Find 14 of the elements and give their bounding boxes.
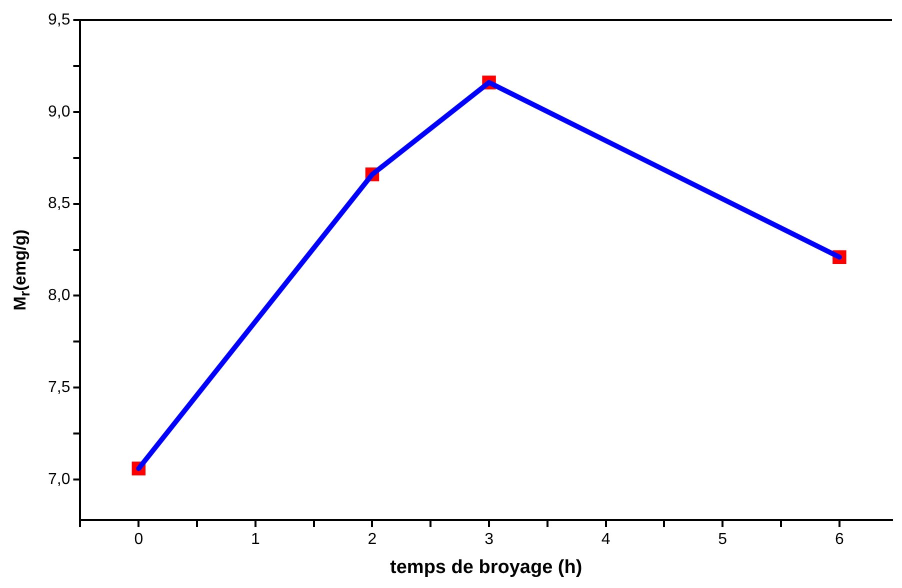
x-tick-label: 5: [718, 531, 728, 548]
x-tick-label: 2: [368, 531, 377, 548]
y-tick-label: 9,0: [48, 103, 70, 120]
y-tick-label: 9,5: [48, 11, 70, 28]
y-tick-label: 8,5: [48, 195, 70, 212]
x-tick-label: 4: [601, 531, 610, 548]
x-axis-title: temps de broyage (h): [390, 556, 582, 578]
x-tick-label: 1: [250, 531, 260, 548]
x-tick-label: 6: [834, 531, 844, 548]
x-tick-label: 0: [134, 531, 144, 548]
y-tick-label: 7,5: [48, 379, 70, 396]
x-tick-label: 3: [484, 531, 494, 548]
y-tick-label: 8,0: [48, 287, 70, 304]
y-tick-label: 7,0: [48, 470, 70, 488]
